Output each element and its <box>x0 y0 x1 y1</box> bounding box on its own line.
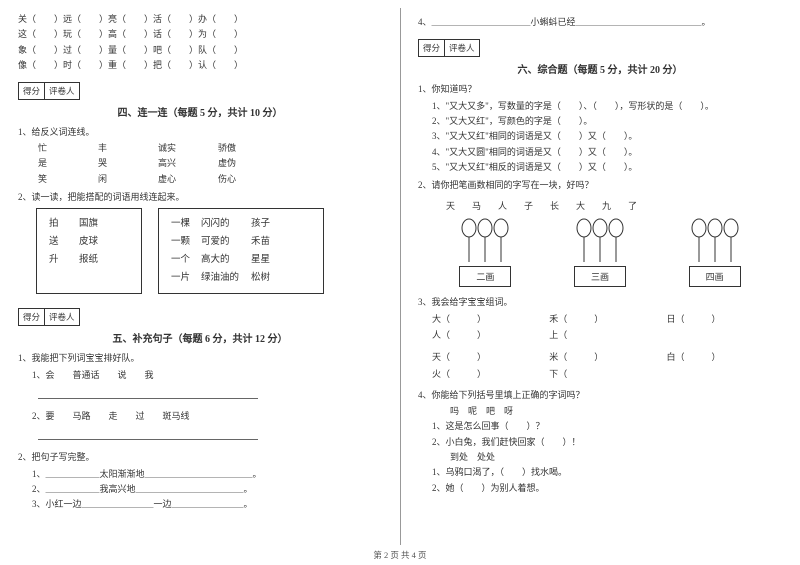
match-box-b: 一棵闪闪的孩子 一颗可爱的禾苗 一个高大的星星 一片绿油油的松树 <box>158 208 324 294</box>
balloon-icon <box>608 218 624 262</box>
q6-4-l5: 2、她（ ）为别人着想。 <box>432 481 782 496</box>
score-box: 得分 评卷人 <box>18 308 80 326</box>
q6-2: 2、请你把笔画数相同的字写在一块，好吗？ <box>418 178 782 192</box>
cell: 为（ ） <box>198 27 288 41</box>
balloon-icon <box>576 218 592 262</box>
balloon-icon <box>461 218 477 262</box>
balloon-icon <box>723 218 739 262</box>
antonym-row: 笑闲虚心伤心 <box>38 172 382 187</box>
section-6-title: 六、综合题（每题 5 分，共计 20 分） <box>418 61 782 76</box>
q5-2-s1: 1、＿＿＿＿＿＿太阳渐渐地＿＿＿＿＿＿＿＿＿＿＿＿。 <box>32 467 382 482</box>
antonym-row: 忙丰诚实骄傲 <box>38 141 382 156</box>
q6-1-l3: 3、"又大又红"相同的词语是又（ ）又（ ）。 <box>432 129 782 144</box>
q5-1: 1、我能把下列词宝宝排好队。 <box>18 351 382 365</box>
q6-3: 3、我会给字宝宝组词。 <box>418 295 782 309</box>
q6-4: 4、你能给下列括号里填上正确的字词吗？ <box>418 388 782 402</box>
balloon-icon <box>707 218 723 262</box>
q6-4-opts: 吗 呢 吧 呀 <box>432 404 782 419</box>
q6-1: 1、你知道吗？ <box>418 82 782 96</box>
balloon-label: 三画 <box>574 266 626 287</box>
fill-row: 天（ ） 米（ ） 白（ ） 火（ ） 下（ <box>432 349 782 381</box>
q5-2: 2、把句子写完整。 <box>18 450 382 464</box>
antonym-row: 是哭高兴虚伪 <box>38 156 382 171</box>
grader-label: 评卷人 <box>445 40 479 56</box>
column-divider <box>400 8 401 545</box>
left-column: 关（ ）远（ ）亮（ ）活（ ）办（ ） 这（ ）玩（ ）高（ ）话（ ）为（ … <box>0 0 400 565</box>
q6-1-l1: 1、"又大又多"，写数量的字是（ ）、（ ），写形状的是（ ）。 <box>432 99 782 114</box>
score-label: 得分 <box>19 309 45 325</box>
q6-4-l2: 2、小白兔，我们赶快回家（ ）！ <box>432 435 782 450</box>
question-2: 2、读一读，把能搭配的词语用线连起来。 <box>18 190 382 204</box>
balloon-group: 二画 <box>459 218 511 287</box>
cell: 这（ ）玩（ ） <box>18 27 108 41</box>
q5-2-s3: 3、小红一边＿＿＿＿＿＿＿＿一边＿＿＿＿＿＿＿＿。 <box>32 497 382 512</box>
balloon-icon <box>691 218 707 262</box>
cell: 量（ ）吧（ ） <box>108 43 198 57</box>
fill-row: 大（ ） 禾（ ） 日（ ） 人（ ） 上（ <box>432 311 782 343</box>
q6-4-l3: 到处 处处 <box>432 450 782 465</box>
cell: 高（ ）话（ ） <box>108 27 198 41</box>
q5-1-line1: 1、会 普通话 说 我 <box>32 368 382 383</box>
char-grid: 关（ ）远（ ）亮（ ）活（ ）办（ ） 这（ ）玩（ ）高（ ）话（ ）为（ … <box>18 12 382 73</box>
cell: 队（ ） <box>198 43 288 57</box>
match-box-a: 拍国旗 送皮球 升报纸 <box>36 208 142 294</box>
q6-1-l5: 5、"又大又红"相反的词语是又（ ）又（ ）。 <box>432 160 782 175</box>
cell: 像（ ）时（ ） <box>18 58 108 72</box>
q6-1-l4: 4、"又大又圆"相同的词语是又（ ）又（ ）。 <box>432 145 782 160</box>
page-footer: 第 2 页 共 4 页 <box>0 549 800 561</box>
cell: 关（ ）远（ ） <box>18 12 108 26</box>
grader-label: 评卷人 <box>45 83 79 99</box>
q5-2-s2: 2、＿＿＿＿＿＿我高兴地＿＿＿＿＿＿＿＿＿＿＿＿。 <box>32 482 382 497</box>
cell: 亮（ ）活（ ） <box>108 12 198 26</box>
q6-4-l1: 1、这是怎么回事（ ）？ <box>432 419 782 434</box>
balloon-icon <box>493 218 509 262</box>
balloon-group: 四画 <box>689 218 741 287</box>
q6-1-l2: 2、"又大又红"，写颜色的字是（ ）。 <box>432 114 782 129</box>
match-boxes: 拍国旗 送皮球 升报纸 一棵闪闪的孩子 一颗可爱的禾苗 一个高大的星星 一片绿油… <box>36 208 382 294</box>
grader-label: 评卷人 <box>45 309 79 325</box>
section-5-title: 五、补充句子（每题 6 分，共计 12 分） <box>18 330 382 345</box>
cell: 象（ ）过（ ） <box>18 43 108 57</box>
question-1: 1、给反义词连线。 <box>18 125 382 139</box>
q5-1-line2: 2、要 马路 走 过 斑马线 <box>32 409 382 424</box>
blank-line[interactable] <box>38 389 258 399</box>
top-line: 4、＿＿＿＿＿＿＿＿＿＿＿小蝌蚪已经＿＿＿＿＿＿＿＿＿＿＿＿＿＿。 <box>418 15 782 29</box>
char-list: 天 马 人 子 长 大 九 了 <box>446 199 782 212</box>
cell: 办（ ） <box>198 12 288 26</box>
cell: 重（ ）把（ ） <box>108 58 198 72</box>
balloon-group: 三画 <box>574 218 626 287</box>
balloon-icon <box>477 218 493 262</box>
right-column: 4、＿＿＿＿＿＿＿＿＿＿＿小蝌蚪已经＿＿＿＿＿＿＿＿＿＿＿＿＿＿。 得分 评卷人… <box>400 0 800 565</box>
score-box: 得分 评卷人 <box>18 82 80 100</box>
blank-line[interactable] <box>38 430 258 440</box>
cell: 认（ ） <box>198 58 288 72</box>
score-box: 得分 评卷人 <box>418 39 480 57</box>
balloon-icon <box>592 218 608 262</box>
balloon-label: 二画 <box>459 266 511 287</box>
q6-4-l4: 1、乌鸦口渴了，（ ）找水喝。 <box>432 465 782 480</box>
score-label: 得分 <box>19 83 45 99</box>
score-label: 得分 <box>419 40 445 56</box>
balloon-label: 四画 <box>689 266 741 287</box>
section-4-title: 四、连一连（每题 5 分，共计 10 分） <box>18 104 382 119</box>
balloon-groups: 二画 三画 四画 <box>428 218 772 287</box>
